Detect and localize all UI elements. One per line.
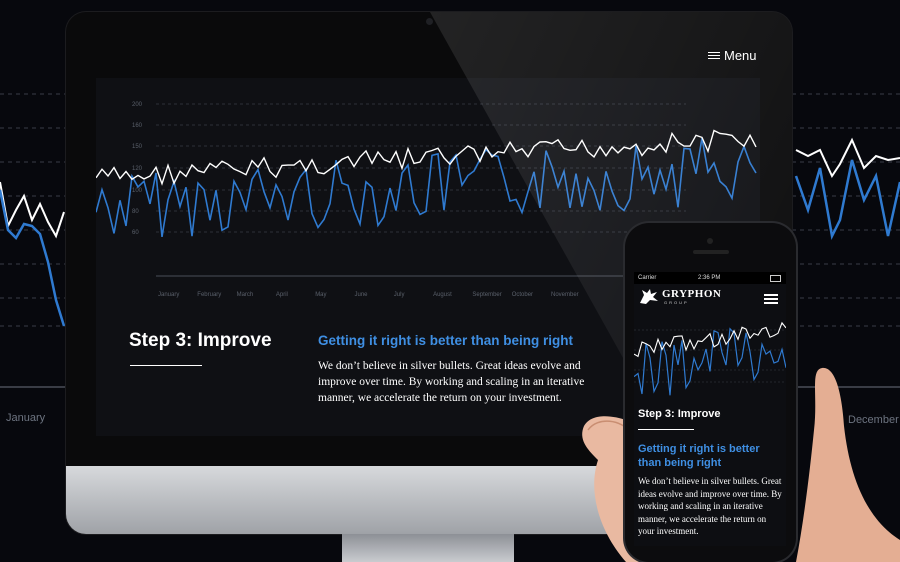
phone-speaker [693,250,729,254]
desktop-x-tick: August [433,292,452,298]
monitor-stand [342,534,514,562]
desktop-y-tick: 120 [132,166,143,172]
phone-step-underline [638,429,694,430]
phone-step-title: Step 3: Improve [638,408,721,420]
phone-body: We don’t believe in silver bullets. Grea… [638,476,782,536]
desktop-series-white [96,129,757,186]
desktop-x-tick: November [551,292,579,298]
phone-chart [634,321,786,396]
desktop-x-tick: February [197,292,221,298]
step-underline [130,365,202,366]
phone-menu-icon[interactable] [764,292,778,306]
clock-label: 2:36 PM [698,275,721,281]
desktop-y-tick: 160 [132,123,143,129]
desktop-x-tick: June [355,292,369,298]
phone-logo-subtext: GROUP [664,300,689,305]
background-x-label-right: December [848,414,899,426]
phone-subheading: Getting it right is better than being ri… [638,443,760,469]
desktop-x-tick: July [394,292,405,298]
menu-label: Menu [724,48,757,63]
phone-camera [707,238,713,244]
menu-button[interactable]: Menu [708,48,757,63]
gryphon-logo-icon [640,289,658,304]
carrier-label: Carrier [638,275,657,281]
battery-icon [770,275,781,282]
desktop-y-tick: 60 [132,230,139,236]
desktop-x-tick: April [276,292,288,298]
desktop-x-tick: January [158,292,179,298]
desktop-x-tick: October [512,292,533,298]
desktop-y-tick: 80 [132,209,139,215]
desktop-x-tick: March [237,292,254,298]
screen-header [96,38,760,78]
desktop-chart: 200 160 150 120 100 80 60 January February March A… [96,102,760,298]
status-bar: Carrier 2:36 PM [634,272,786,284]
section-body: We don’t believe in silver bullets. Grea… [318,360,585,404]
desktop-y-tick: 200 [132,102,143,108]
desktop-y-tick: 150 [132,144,143,150]
phone-screen: Carrier 2:36 PM GRYPHON GROUP Step 3: Im… [634,272,786,546]
desktop-x-tick: May [315,292,326,298]
monitor-camera [426,18,433,25]
phone-series-blue [634,327,786,396]
step-title: Step 3: Improve [129,330,272,351]
desktop-y-tick: 100 [132,188,143,194]
desktop-series-blue [96,137,757,238]
desktop-x-tick: September [472,292,501,298]
hamburger-icon [708,50,720,61]
section-subheading: Getting it right is better than being ri… [318,333,573,348]
phone-series-white [634,321,786,358]
background-x-label-left: January [6,412,46,424]
phone-logo-text[interactable]: GRYPHON [662,288,722,300]
